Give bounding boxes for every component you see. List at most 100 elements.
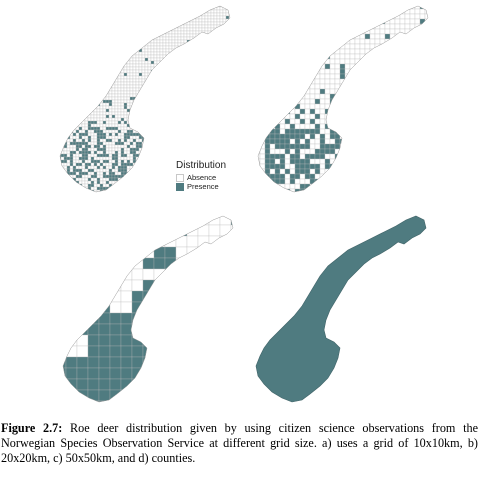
grid-cell-presence	[171, 186, 176, 191]
grid-cell-absence	[165, 180, 170, 185]
grid-cell-absence	[150, 156, 155, 161]
grid-cell-absence	[204, 33, 209, 38]
grid-cell-absence	[192, 87, 197, 92]
grid-cell-absence	[201, 117, 206, 122]
grid-cell-absence	[204, 27, 209, 32]
grid-cell-presence	[114, 183, 119, 188]
grid-cell-absence	[171, 114, 176, 119]
grid-cell-absence	[147, 42, 152, 47]
grid-cell-absence	[135, 189, 140, 192]
grid-cell-presence	[60, 180, 62, 185]
grid-cell-absence	[69, 15, 74, 20]
grid-cell-absence	[60, 60, 62, 65]
grid-cell-absence	[87, 108, 92, 113]
grid-cell-absence	[195, 126, 200, 131]
grid-cell-absence	[180, 144, 185, 149]
grid-cell-absence	[144, 45, 149, 50]
grid-cell-absence	[111, 63, 116, 68]
grid-cell-absence	[213, 30, 218, 35]
grid-cell-presence	[284, 118, 291, 125]
grid-cell-absence	[63, 81, 68, 86]
grid-cell-absence	[364, 98, 371, 105]
grid-cell-presence	[269, 133, 276, 140]
grid-cell-absence	[138, 162, 143, 167]
grid-cell-absence	[55, 145, 58, 148]
grid-cell-presence	[225, 144, 230, 149]
grid-cell-absence	[201, 9, 206, 14]
grid-cell-absence	[399, 78, 406, 85]
grid-cell-absence	[111, 120, 116, 125]
grid-cell-absence	[228, 144, 230, 149]
grid-cell-absence	[159, 66, 164, 71]
grid-cell-presence	[195, 54, 200, 59]
grid-cell-absence	[64, 193, 67, 196]
grid-cell-presence	[55, 199, 58, 202]
grid-cell-presence	[81, 186, 86, 191]
grid-cell-absence	[183, 126, 188, 131]
grid-cell-absence	[171, 24, 176, 29]
grid-cell-absence	[55, 73, 58, 76]
grid-cell-absence	[369, 73, 376, 80]
grid-cell-absence	[108, 6, 113, 8]
grid-cell-absence	[404, 18, 411, 25]
grid-cell-absence	[111, 108, 116, 113]
grid-cell-presence	[96, 186, 101, 191]
grid-cell-absence	[324, 6, 331, 10]
grid-cell-absence	[225, 126, 230, 131]
grid-cell-absence	[304, 68, 311, 75]
grid-cell-absence	[150, 78, 155, 83]
grid-cell-absence	[111, 57, 116, 62]
grid-cell-absence	[183, 27, 188, 32]
grid-cell-absence	[289, 113, 296, 120]
grid-cell-absence	[60, 108, 62, 113]
grid-cell-absence	[180, 51, 185, 56]
grid-cell-absence	[147, 81, 152, 86]
grid-cell-absence	[189, 102, 194, 107]
grid-cell-absence	[210, 141, 215, 146]
grid-cell-absence	[111, 72, 116, 77]
grid-cell-presence	[75, 144, 80, 149]
grid-cell-absence	[156, 12, 161, 17]
grid-cell-absence	[165, 138, 170, 143]
grid-cell-presence	[162, 174, 167, 179]
grid-cell-absence	[153, 96, 158, 101]
grid-cell-absence	[111, 21, 116, 26]
grid-cell-absence	[72, 36, 77, 41]
grid-cell-presence	[114, 153, 119, 158]
grid-cell-absence	[210, 42, 215, 47]
grid-cell-absence	[207, 111, 212, 116]
grid-cell-absence	[168, 120, 173, 125]
grid-cell-absence	[124, 193, 127, 196]
grid-cell-absence	[175, 202, 178, 204]
grid-cell-presence	[141, 123, 146, 128]
grid-cell-absence	[394, 58, 401, 65]
grid-cell-presence	[52, 184, 55, 187]
grid-cell-absence	[81, 75, 86, 80]
grid-cell-absence	[177, 129, 182, 134]
grid-cell-presence	[121, 202, 124, 204]
grid-cell-absence	[93, 111, 98, 116]
grid-cell-presence	[118, 196, 121, 199]
grid-cell-presence	[114, 126, 119, 131]
grid-cell-absence	[299, 63, 306, 70]
grid-cell-absence	[87, 90, 92, 95]
grid-cell-absence	[129, 66, 134, 71]
grid-cell-absence	[75, 45, 80, 50]
grid-cell-absence	[84, 66, 89, 71]
grid-cell-presence	[289, 8, 296, 15]
grid-cell-absence	[424, 43, 428, 50]
grid-cell-absence	[132, 78, 137, 83]
grid-cell-absence	[132, 114, 137, 119]
grid-cell-absence	[105, 168, 110, 173]
grid-cell-presence	[102, 171, 107, 176]
grid-cell-absence	[299, 8, 306, 15]
grid-cell-absence	[99, 123, 104, 128]
grid-cell-absence	[135, 102, 140, 107]
grid-cell-absence	[284, 8, 291, 15]
grid-cell-presence	[171, 99, 176, 104]
grid-cell-presence	[424, 73, 428, 80]
grid-cell-absence	[123, 129, 128, 134]
grid-cell-absence	[129, 24, 134, 29]
grid-cell-absence	[120, 39, 125, 44]
grid-cell-absence	[419, 8, 426, 15]
